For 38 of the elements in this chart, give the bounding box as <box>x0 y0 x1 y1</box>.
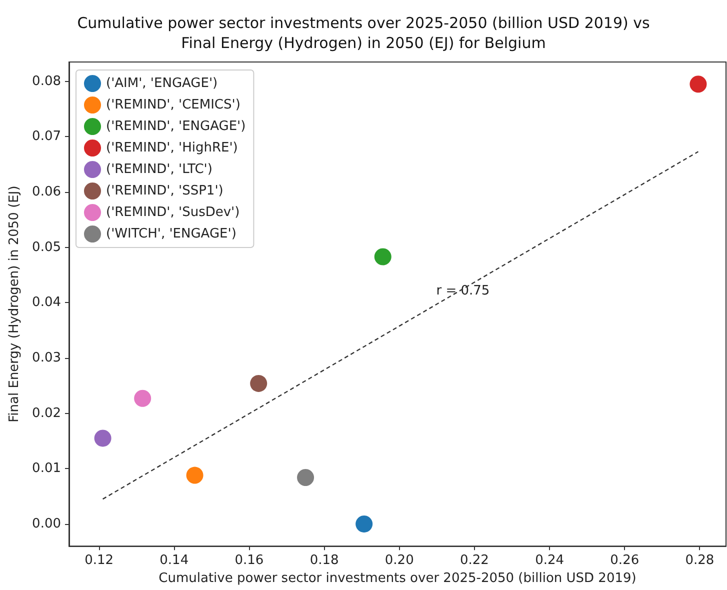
y-tick-label: 0.07 <box>32 129 61 144</box>
point <box>690 76 707 93</box>
point <box>134 390 152 407</box>
point <box>186 466 204 484</box>
y-tick-label: 0.08 <box>32 74 61 89</box>
point <box>250 374 268 392</box>
y-tick-label: 0.05 <box>32 240 61 255</box>
legend-label: ('REMIND', 'ENGAGE') <box>106 119 246 134</box>
point <box>356 515 373 532</box>
x-tick-label: 0.22 <box>460 553 489 568</box>
chart-title: Cumulative power sector investments over 2025-2050 (billion USD 2019) vs Final Energy (Hydrogen) in 2050 (EJ) for Belgium <box>77 14 650 52</box>
legend-label: ('REMIND', 'SSP1') <box>106 184 224 198</box>
y-tick-label: 0.04 <box>32 295 61 310</box>
x-tick-label: 0.18 <box>310 553 339 568</box>
x-axis-title: Cumulative power sector investments over 2025-2050 (billion USD 2019) <box>158 571 636 586</box>
y-tick-label: 0.02 <box>32 406 61 421</box>
y-tick-label: 0.01 <box>32 461 61 476</box>
point <box>297 469 314 486</box>
x-tick-label: 0.26 <box>610 553 640 568</box>
y-tick-label: 0.06 <box>32 184 61 200</box>
y-axis-title: Final Energy (Hydrogen) in 2050 (EJ) <box>7 186 22 422</box>
legend-label: ('REMIND', 'SusDev') <box>106 205 240 220</box>
y-tick-label: 0.03 <box>32 350 61 366</box>
x-tick-label: 0.14 <box>160 553 189 568</box>
x-tick-label: 0.12 <box>84 553 114 568</box>
legend-label: ('REMIND', 'HighRE') <box>106 140 238 156</box>
y-tick-label: 0.00 <box>32 516 61 532</box>
legend-label: ('AIM', 'ENGAGE') <box>106 76 218 91</box>
annotation: r = 0.75 <box>436 284 490 299</box>
x-tick-label: 0.20 <box>384 553 414 568</box>
legend-label: ('REMIND', 'CEMICS') <box>106 98 240 112</box>
legend-label: ('REMIND', 'LTC') <box>106 162 212 177</box>
point <box>374 248 392 266</box>
point <box>94 430 112 447</box>
x-tick-label: 0.16 <box>234 553 264 568</box>
x-tick-label: 0.24 <box>535 553 564 568</box>
legend-label: ('WITCH', 'ENGAGE') <box>106 226 236 242</box>
x-tick-label: 0.28 <box>685 553 714 568</box>
